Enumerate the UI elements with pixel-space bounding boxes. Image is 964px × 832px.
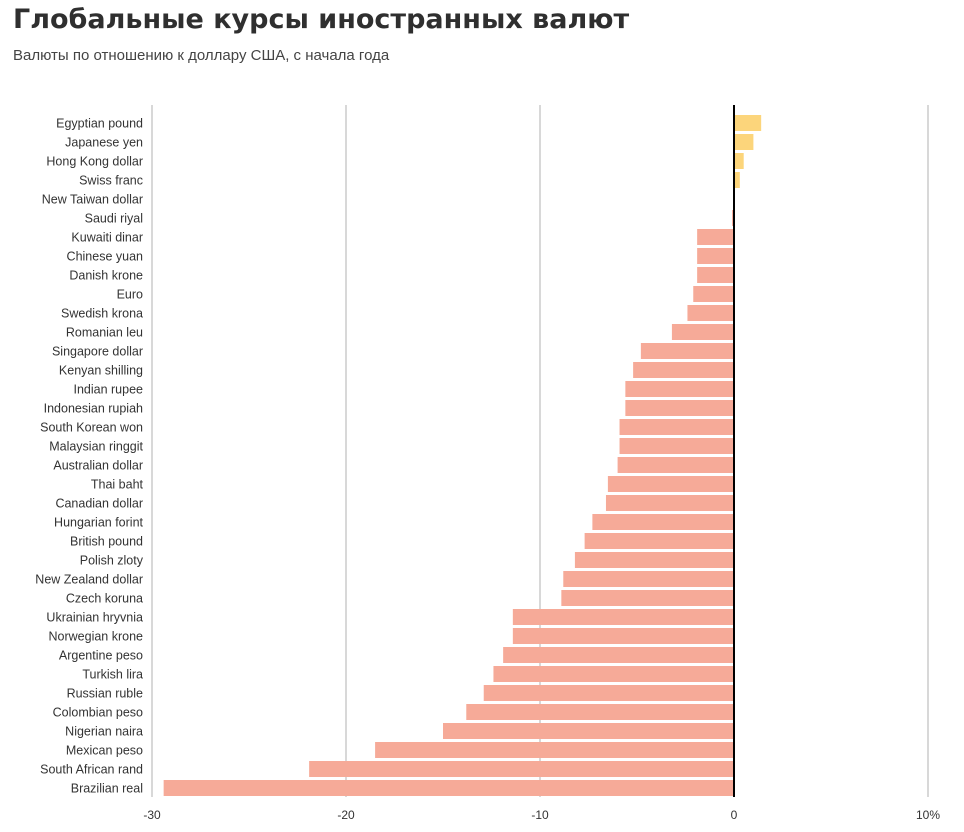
category-label: Japanese yen xyxy=(65,136,143,150)
category-label: South Korean won xyxy=(40,421,143,435)
bar-colombian-peso xyxy=(466,704,734,720)
category-label: Malaysian ringgit xyxy=(49,440,143,454)
x-tick-label: -30 xyxy=(143,808,161,822)
category-label: Argentine peso xyxy=(59,649,143,663)
category-label: Russian ruble xyxy=(67,687,143,701)
bar-canadian-dollar xyxy=(605,495,734,511)
category-label: Romanian leu xyxy=(66,326,143,340)
category-label: Swiss franc xyxy=(79,174,143,188)
bar-south-korean-won xyxy=(619,419,734,435)
category-label: Chinese yuan xyxy=(67,250,143,264)
category-label: Norwegian krone xyxy=(49,630,144,644)
bar-hungarian-forint xyxy=(592,514,734,530)
bar-thai-baht xyxy=(607,476,734,492)
category-label: Brazilian real xyxy=(71,782,143,796)
category-label: New Zealand dollar xyxy=(35,573,143,587)
category-labels: Egyptian pound Japanese yen Hong Kong doll… xyxy=(35,117,143,796)
bar-kenyan-shilling xyxy=(633,362,734,378)
category-label: Czech koruna xyxy=(66,592,143,606)
bar-australian-dollar xyxy=(617,457,734,473)
category-label: Kuwaiti dinar xyxy=(71,231,143,245)
x-tick-label: -10 xyxy=(531,808,549,822)
bar-japanese-yen xyxy=(734,134,754,150)
category-label: Danish krone xyxy=(69,269,143,283)
bar-south-african-rand xyxy=(309,761,734,777)
category-label: Colombian peso xyxy=(53,706,143,720)
chart-title: Глобальные курсы иностранных валют xyxy=(13,4,630,35)
category-label: Nigerian naira xyxy=(65,725,143,739)
bar-hong-kong-dollar xyxy=(734,153,744,169)
bar-chinese-yuan xyxy=(697,248,734,264)
bar-kuwaiti-dinar xyxy=(697,229,734,245)
chart-subtitle: Валюты по отношению к доллару США, с нач… xyxy=(13,47,390,64)
bar-norwegian-krone xyxy=(512,628,734,644)
bar-mexican-peso xyxy=(375,742,734,758)
bar-singapore-dollar xyxy=(640,343,734,359)
category-label: Mexican peso xyxy=(66,744,143,758)
category-label: South African rand xyxy=(40,763,143,777)
bar-polish-zloty xyxy=(574,552,734,568)
category-label: Singapore dollar xyxy=(52,345,143,359)
bar-romanian-leu xyxy=(671,324,734,340)
bar-argentine-peso xyxy=(503,647,734,663)
x-tick-label: 10% xyxy=(916,808,940,822)
category-label: Ukrainian hryvnia xyxy=(46,611,143,625)
bar-british-pound xyxy=(584,533,734,549)
bar-russian-ruble xyxy=(483,685,734,701)
bar-egyptian-pound xyxy=(734,115,762,131)
category-label: Euro xyxy=(117,288,143,302)
category-label: Polish zloty xyxy=(80,554,144,568)
bars xyxy=(163,115,762,796)
bar-czech-koruna xyxy=(561,590,734,606)
bar-new-zealand-dollar xyxy=(563,571,734,587)
x-tick-label: -20 xyxy=(337,808,355,822)
gridlines xyxy=(151,105,929,797)
category-label: Hong Kong dollar xyxy=(46,155,143,169)
category-label: Egyptian pound xyxy=(56,117,143,131)
category-label: Saudi riyal xyxy=(85,212,143,226)
category-label: New Taiwan dollar xyxy=(42,193,143,207)
category-label: Indonesian rupiah xyxy=(44,402,143,416)
category-label: Thai baht xyxy=(91,478,144,492)
bar-turkish-lira xyxy=(493,666,734,682)
x-axis-ticks: -30 -20 -10 0 10% xyxy=(143,808,940,822)
bar-danish-krone xyxy=(697,267,734,283)
bar-indonesian-rupiah xyxy=(625,400,734,416)
category-label: Australian dollar xyxy=(53,459,143,473)
category-label: British pound xyxy=(70,535,143,549)
bar-swiss-franc xyxy=(734,172,740,188)
category-label: Swedish krona xyxy=(61,307,143,321)
category-label: Hungarian forint xyxy=(54,516,143,530)
bar-brazilian-real xyxy=(163,780,734,796)
bar-malaysian-ringgit xyxy=(619,438,734,454)
bar-ukrainian-hryvnia xyxy=(512,609,734,625)
bar-nigerian-naira xyxy=(443,723,734,739)
bar-swedish-krona xyxy=(687,305,734,321)
category-label: Kenyan shilling xyxy=(59,364,143,378)
category-label: Canadian dollar xyxy=(55,497,143,511)
bar-euro xyxy=(693,286,734,302)
x-tick-label: 0 xyxy=(731,808,738,822)
category-label: Turkish lira xyxy=(82,668,143,682)
bar-indian-rupee xyxy=(625,381,734,397)
category-label: Indian rupee xyxy=(73,383,143,397)
